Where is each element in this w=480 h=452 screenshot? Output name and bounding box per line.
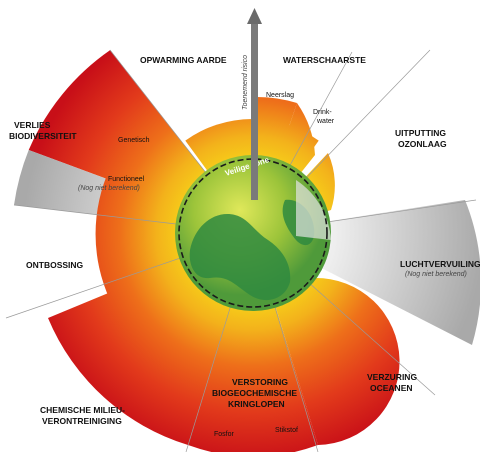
label-ozone-1: UITPUTTING [395,128,446,138]
label-aerosol-note: (Nog niet berekend) [405,271,467,278]
sub-labels: Neerslag Drink- water Genetisch Function… [78,92,335,438]
sublabel-nitrogen: Stikstof [275,427,298,434]
continent-shape [189,214,291,301]
label-freshwater: WATERSCHAARSTE [283,55,366,65]
wedge-land-system-change [95,168,254,300]
sublabel-drinking-water-1: Drink- [313,109,332,116]
sublabel-functional-note: (Nog niet berekend) [78,185,140,192]
safe-zone-boundary [178,158,328,308]
label-acidification-2: OCEANEN [370,383,413,393]
label-climate-change: OPWARMING AARDE [140,55,227,65]
label-biogeochemical-1: VERSTORING [232,377,288,387]
sublabel-phosphorus: Fosfor [214,431,235,438]
sublabel-drinking-water-2: water [316,118,335,125]
label-biogeochemical-3: KRINGLOPEN [228,399,285,409]
globe: Veilige zone [175,155,331,311]
label-biodiversity-2: BIODIVERSITEIT [9,131,77,141]
label-novel-entities-1: CHEMISCHE MILIEU- [40,405,125,415]
label-land-system: ONTBOSSING [26,260,84,270]
label-biodiversity-1: VERLIES [14,120,51,130]
label-ozone-2: OZONLAAG [398,139,447,149]
boundary-labels: OPWARMING AARDE WATERSCHAARSTE UITPUTTIN… [9,55,480,426]
label-biogeochemical-2: BIOGEOCHEMISCHE [212,388,297,398]
sublabel-genetic: Genetisch [118,137,150,144]
sublabel-rain: Neerslag [266,92,294,99]
label-acidification-1: VERZURING [367,372,417,382]
label-novel-entities-2: VERONTREINIGING [42,416,122,426]
arrow-label: Toenemend risico [242,55,249,110]
increasing-risk-arrow: Toenemend risico [242,8,262,200]
label-aerosol: LUCHTVERVUILING [400,259,480,269]
sublabel-functional: Functioneel [108,176,145,183]
